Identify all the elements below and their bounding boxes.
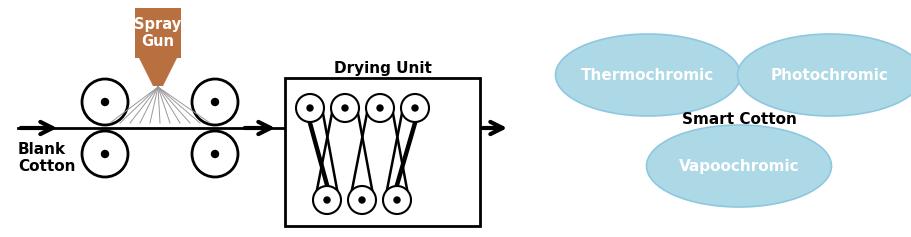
Ellipse shape: [211, 99, 219, 105]
Ellipse shape: [342, 105, 348, 111]
Ellipse shape: [737, 34, 911, 116]
Ellipse shape: [82, 131, 128, 177]
Ellipse shape: [312, 186, 341, 214]
Ellipse shape: [383, 186, 411, 214]
Ellipse shape: [331, 94, 359, 122]
Text: Blank
Cotton: Blank Cotton: [18, 142, 76, 174]
Ellipse shape: [401, 94, 428, 122]
Polygon shape: [138, 58, 177, 86]
Text: Smart Cotton: Smart Cotton: [681, 111, 795, 127]
Ellipse shape: [82, 79, 128, 125]
Ellipse shape: [555, 34, 740, 116]
Ellipse shape: [101, 99, 108, 105]
FancyBboxPatch shape: [135, 8, 180, 58]
Text: Drying Unit: Drying Unit: [333, 60, 431, 76]
Ellipse shape: [348, 186, 375, 214]
Ellipse shape: [359, 197, 364, 203]
Ellipse shape: [192, 131, 238, 177]
Ellipse shape: [192, 79, 238, 125]
Text: Spray
Gun: Spray Gun: [134, 17, 181, 49]
FancyBboxPatch shape: [284, 78, 479, 226]
Ellipse shape: [365, 94, 394, 122]
Text: Photochromic: Photochromic: [770, 68, 888, 82]
Ellipse shape: [296, 94, 323, 122]
Ellipse shape: [394, 197, 400, 203]
Ellipse shape: [211, 150, 219, 158]
Ellipse shape: [307, 105, 312, 111]
Ellipse shape: [412, 105, 417, 111]
Ellipse shape: [646, 125, 831, 207]
Text: Vapoochromic: Vapoochromic: [678, 159, 798, 173]
Ellipse shape: [376, 105, 383, 111]
Ellipse shape: [323, 197, 330, 203]
Text: Thermochromic: Thermochromic: [580, 68, 714, 82]
Ellipse shape: [101, 150, 108, 158]
